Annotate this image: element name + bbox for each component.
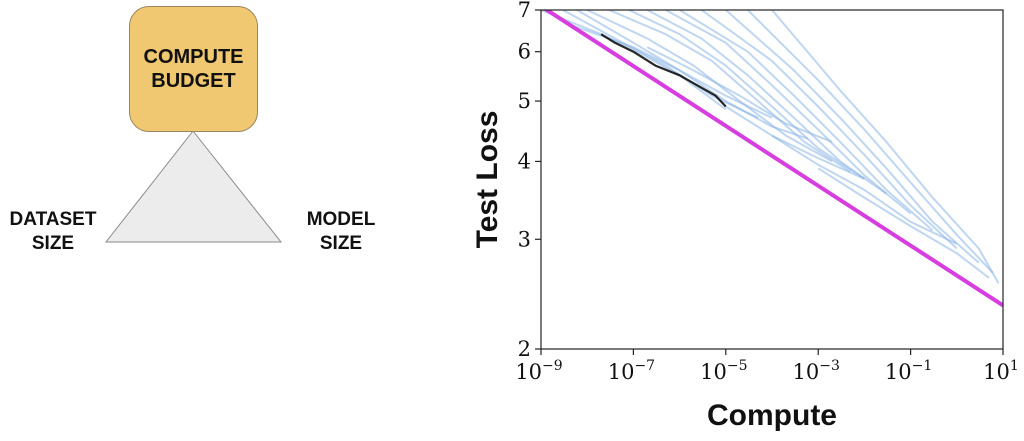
training-run-line-8 (665, 10, 912, 215)
training-run-line-4 (586, 10, 833, 163)
tradeoff-triangle-svg (104, 130, 283, 243)
training-run-line-3 (576, 10, 809, 140)
training-runs-group (541, 10, 1000, 284)
training-run-line-6 (628, 10, 865, 180)
training-run-line-1 (541, 10, 727, 111)
x-tick-label-1: 10−9 (515, 358, 562, 384)
frontier-fit-group (543, 10, 1003, 308)
training-run-line-16 (725, 105, 865, 180)
training-run-line-14 (572, 24, 773, 119)
frontier-fit-line (543, 10, 1003, 308)
x-ticks-group: 10−9 10−7 10−5 10−3 10−1 101 (515, 349, 1019, 384)
training-run-line-11 (725, 10, 980, 264)
x-tick-label-3: 10−5 (700, 358, 747, 384)
plot-frame (540, 9, 1004, 350)
training-run-line-10 (701, 10, 958, 250)
y-tick-label-5: 6 (518, 40, 531, 64)
training-run-line-17 (771, 134, 958, 245)
training-run-line-7 (646, 10, 887, 195)
training-run-line-13 (771, 10, 1000, 284)
x-tick-label-4: 10−3 (793, 358, 840, 384)
compute-budget-box: COMPUTE BUDGET (129, 6, 258, 132)
best-run-envelope-group (600, 33, 727, 108)
tradeoff-triangle (104, 130, 283, 243)
x-tick-label-2: 10−7 (608, 358, 655, 384)
y-axis-label: Test Loss (471, 111, 504, 249)
training-run-line-9 (679, 10, 934, 232)
training-run-line-12 (747, 10, 994, 274)
y-tick-label-6: 7 (518, 0, 531, 22)
dataset-size-label: DATASET SIZE (9, 209, 97, 254)
model-size-label: MODEL SIZE (306, 209, 376, 254)
compute-budget-diagram: COMPUTE BUDGET DATASET SIZE MODEL SIZE (0, 0, 440, 441)
y-tick-label-2: 3 (518, 227, 531, 251)
training-run-line-18 (817, 167, 990, 279)
training-run-line-5 (608, 10, 852, 173)
y-tick-label-3: 4 (518, 149, 531, 173)
best-run-envelope-line (600, 33, 727, 108)
y-ticks-group: 2 3 4 5 6 7 (518, 0, 541, 361)
x-tick-label-5: 10−1 (885, 358, 932, 384)
y-tick-label-1: 2 (518, 337, 531, 361)
loss-vs-compute-chart: 10−9 10−7 10−5 10−3 10−1 101 2 3 4 5 6 7 Compute T… (471, 0, 1019, 432)
x-tick-label-6: 101 (983, 358, 1019, 384)
x-axis-label: Compute (707, 399, 837, 432)
training-run-line-15 (646, 46, 833, 143)
y-tick-label-4: 5 (518, 89, 531, 113)
